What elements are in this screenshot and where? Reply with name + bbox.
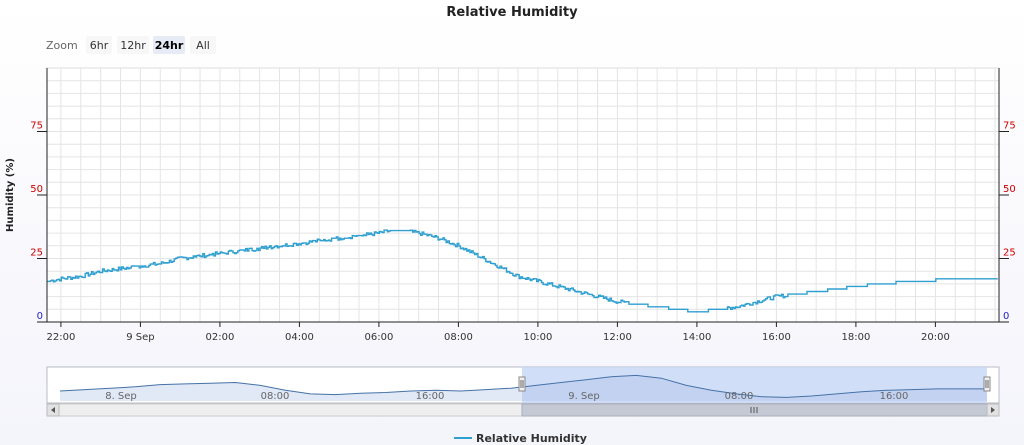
x-tick-label: 22:00 [46,332,75,343]
zoom-button-all-label: All [196,39,210,52]
navigator-selection[interactable] [522,367,987,403]
y-tick-label-right: 75 [1003,121,1016,132]
navigator-labels: 8. Sep 08:00 16:00 9. Sep 08:00 16:00 [105,391,908,402]
arrow-left-icon [51,407,55,413]
zoom-button-6hr[interactable]: 6hr [86,36,112,54]
x-axis-ticks: 22:00 9 Sep 02:00 04:00 06:00 08:00 10:00 12:00… [46,322,950,343]
zoom-button-24hr[interactable]: 24hr [153,36,185,54]
zoom-button-all[interactable]: All [190,36,216,54]
x-tick-label: 18:00 [841,332,870,343]
zoom-controls: Zoom 6hr 12hr 24hr All [46,36,216,54]
y-tick-label-right: 0 [1003,311,1009,322]
zoom-button-6hr-label: 6hr [90,39,109,52]
zoom-button-12hr-label: 12hr [120,39,146,52]
x-tick-label: 10:00 [523,332,552,343]
navigator-label: 08:00 [261,391,290,402]
y-tick-label-left: 0 [37,311,43,322]
x-tick-label: 04:00 [285,332,314,343]
chart-title: Relative Humidity [446,5,578,20]
legend[interactable]: Relative Humidity [454,432,587,445]
navigator-label: 16:00 [416,391,445,402]
y-tick-label-right: 50 [1003,184,1016,195]
scrollbar-left-arrow[interactable] [46,403,60,417]
scrollbar[interactable] [46,403,1000,417]
zoom-button-12hr[interactable]: 12hr [117,36,149,54]
y-axis-left-ticks: 0 25 50 75 [30,121,47,323]
humidity-series-line [47,229,998,313]
navigator-label: 16:00 [880,391,909,402]
x-tick-label: 16:00 [762,332,791,343]
horizontal-grid [47,80,999,310]
x-tick-label: 08:00 [444,332,473,343]
zoom-label: Zoom [46,39,78,52]
navigator-label: 8. Sep [105,391,137,402]
x-tick-label: 20:00 [921,332,950,343]
x-tick-label: 06:00 [364,332,393,343]
y-tick-label-left: 50 [30,184,43,195]
y-tick-label-left: 75 [30,121,43,132]
navigator[interactable]: 8. Sep 08:00 16:00 9. Sep 08:00 16:00 [46,366,1000,404]
arrow-right-icon [991,407,995,413]
navigator-label: 9. Sep [568,391,600,402]
navigator-handle-right[interactable] [983,376,991,392]
y-tick-label-left: 25 [30,248,43,259]
plot-area: 22:00 9 Sep 02:00 04:00 06:00 08:00 10:00 12:00… [30,67,1016,343]
y-axis-right-ticks: 0 25 50 75 [999,121,1016,323]
x-tick-label: 14:00 [682,332,711,343]
legend-label: Relative Humidity [476,432,587,445]
zoom-button-24hr-label: 24hr [155,39,184,52]
y-tick-label-right: 25 [1003,248,1016,259]
scrollbar-right-arrow[interactable] [986,403,1000,417]
scrollbar-grip-icon [750,407,758,413]
y-axis-label: Humidity (%) [5,158,16,232]
x-tick-label: 12:00 [603,332,632,343]
navigator-handle-left[interactable] [518,376,526,392]
x-tick-label: 9 Sep [126,332,154,343]
x-tick-label: 02:00 [205,332,234,343]
navigator-label: 08:00 [725,391,754,402]
